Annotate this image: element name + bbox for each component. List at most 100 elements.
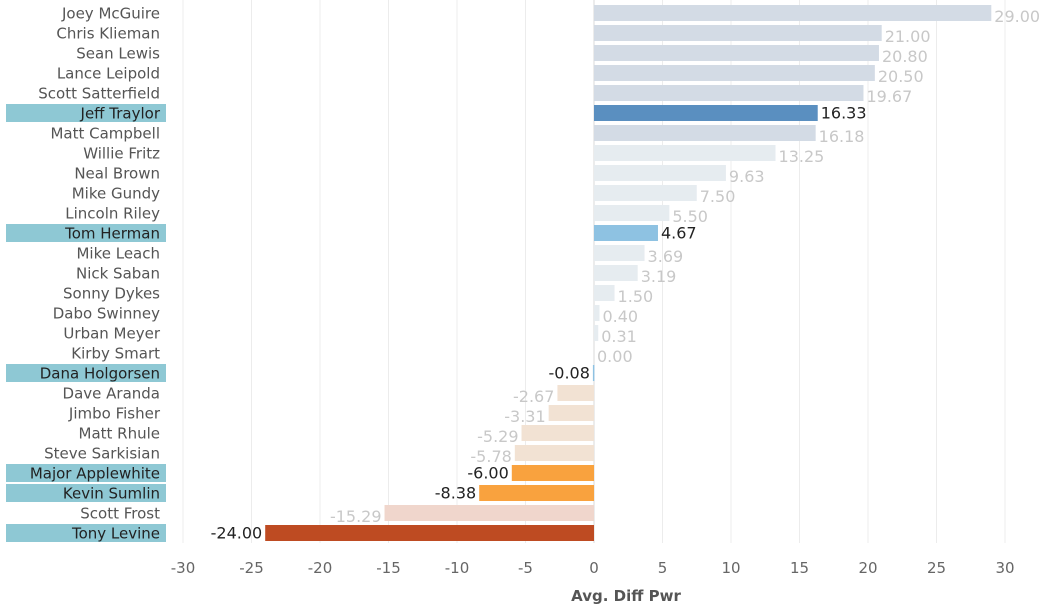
value-label-chris-klieman: 21.00 xyxy=(885,27,931,46)
bar-scott-frost xyxy=(384,505,594,521)
category-label-mike-gundy: Mike Gundy xyxy=(72,185,160,203)
value-label-lincoln-riley: 5.50 xyxy=(672,207,708,226)
x-axis-ticks: -30 -25 -20 -15 -10 -5 0 5 10 15 20 25 30 xyxy=(171,559,1015,577)
value-label-matt-campbell: 16.18 xyxy=(819,127,865,146)
value-label-scott-satterfield: 19.67 xyxy=(866,87,912,106)
value-label-tom-herman: 4.67 xyxy=(661,224,697,243)
category-label-dana-holgorsen: Dana Holgorsen xyxy=(40,365,160,383)
value-label-neal-brown: 9.63 xyxy=(729,167,765,186)
x-tick-label: -20 xyxy=(308,559,333,577)
x-axis-title: Avg. Diff Pwr xyxy=(571,587,681,605)
bar-major-applewhite xyxy=(511,465,594,481)
highlight-label-bg xyxy=(6,464,166,482)
category-label-scott-frost: Scott Frost xyxy=(80,505,160,523)
x-tick-label: 25 xyxy=(927,559,946,577)
category-labels: Joey McGuire Chris Klieman Sean Lewis Lance… xyxy=(6,5,166,543)
bar-chris-klieman xyxy=(594,25,882,41)
bar-sonny-dykes xyxy=(594,285,615,301)
category-label-willie-fritz: Willie Fritz xyxy=(83,145,160,163)
value-label-kevin-sumlin: -8.38 xyxy=(435,484,476,503)
bar-lincoln-riley xyxy=(594,205,670,221)
highlight-label-bg xyxy=(6,224,166,242)
category-label-chris-klieman: Chris Klieman xyxy=(56,25,160,43)
category-label-mike-leach: Mike Leach xyxy=(76,245,160,263)
category-label-jeff-traylor: Jeff Traylor xyxy=(80,105,161,123)
value-label-nick-saban: 3.19 xyxy=(641,267,677,286)
value-label-dabo-swinney: 0.40 xyxy=(602,307,638,326)
value-label-lance-leipold: 20.50 xyxy=(878,67,924,86)
bar-dabo-swinney xyxy=(594,305,600,321)
bar-tony-levine xyxy=(265,525,594,541)
bar-steve-sarkisian xyxy=(514,445,594,461)
category-label-sonny-dykes: Sonny Dykes xyxy=(63,285,160,303)
highlight-label-bg xyxy=(6,524,166,542)
highlight-label-bg xyxy=(6,364,166,382)
category-label-dabo-swinney: Dabo Swinney xyxy=(53,305,160,323)
value-label-mike-leach: 3.69 xyxy=(648,247,684,266)
highlight-label-bg xyxy=(6,104,166,122)
bar-kevin-sumlin xyxy=(479,485,594,501)
bar-scott-satterfield xyxy=(594,85,864,101)
x-tick-label: -10 xyxy=(445,559,470,577)
bar-dana-holgorsen xyxy=(592,365,595,381)
x-tick-label: 5 xyxy=(658,559,668,577)
category-label-tony-levine: Tony Levine xyxy=(71,525,160,543)
category-label-jimbo-fisher: Jimbo Fisher xyxy=(68,405,161,423)
category-label-steve-sarkisian: Steve Sarkisian xyxy=(44,445,160,463)
category-label-sean-lewis: Sean Lewis xyxy=(76,45,160,63)
value-label-joey-mcguire: 29.00 xyxy=(994,7,1040,26)
category-label-kirby-smart: Kirby Smart xyxy=(71,345,160,363)
bar-urban-meyer xyxy=(594,325,599,341)
bar-jeff-traylor xyxy=(594,105,818,121)
category-label-neal-brown: Neal Brown xyxy=(74,165,160,183)
value-label-willie-fritz: 13.25 xyxy=(779,147,825,166)
x-tick-label: 0 xyxy=(589,559,599,577)
category-label-lance-leipold: Lance Leipold xyxy=(57,65,160,83)
gridlines xyxy=(182,0,1006,543)
value-label-steve-sarkisian: -5.78 xyxy=(470,447,511,466)
category-label-dave-aranda: Dave Aranda xyxy=(63,385,160,403)
category-label-joey-mcguire: Joey McGuire xyxy=(61,5,160,23)
bar-lance-leipold xyxy=(594,65,875,81)
bar-dave-aranda xyxy=(557,385,594,401)
x-tick-label: -25 xyxy=(239,559,264,577)
highlight-label-bg xyxy=(6,484,166,502)
bar-tom-herman xyxy=(594,225,658,241)
bar-jimbo-fisher xyxy=(548,405,594,421)
bar-joey-mcguire xyxy=(594,5,992,21)
value-label-scott-frost: -15.29 xyxy=(330,507,382,526)
value-label-mike-gundy: 7.50 xyxy=(700,187,736,206)
x-tick-label: 15 xyxy=(790,559,809,577)
category-label-lincoln-riley: Lincoln Riley xyxy=(65,205,160,223)
value-label-sean-lewis: 20.80 xyxy=(882,47,928,66)
category-label-matt-campbell: Matt Campbell xyxy=(50,125,160,143)
category-label-tom-herman: Tom Herman xyxy=(64,225,160,243)
x-tick-label: -15 xyxy=(376,559,401,577)
x-tick-label: -30 xyxy=(171,559,196,577)
bar-mike-leach xyxy=(594,245,645,261)
x-tick-label: 30 xyxy=(995,559,1014,577)
category-label-major-applewhite: Major Applewhite xyxy=(30,465,160,483)
value-label-jimbo-fisher: -3.31 xyxy=(504,407,545,426)
value-label-sonny-dykes: 1.50 xyxy=(618,287,654,306)
category-label-nick-saban: Nick Saban xyxy=(76,265,160,283)
value-label-matt-rhule: -5.29 xyxy=(477,427,518,446)
value-label-major-applewhite: -6.00 xyxy=(467,464,508,483)
bars xyxy=(265,5,992,541)
category-label-kevin-sumlin: Kevin Sumlin xyxy=(63,485,160,503)
bar-willie-fritz xyxy=(594,145,776,161)
category-label-urban-meyer: Urban Meyer xyxy=(63,325,160,343)
x-tick-label: 10 xyxy=(721,559,740,577)
bar-mike-gundy xyxy=(594,185,697,201)
bar-nick-saban xyxy=(594,265,638,281)
x-tick-label: -5 xyxy=(518,559,533,577)
value-label-kirby-smart: 0.00 xyxy=(597,347,633,366)
x-tick-label: 20 xyxy=(858,559,877,577)
bar-matt-campbell xyxy=(594,125,816,141)
value-label-urban-meyer: 0.31 xyxy=(601,327,637,346)
bar-matt-rhule xyxy=(521,425,594,441)
value-label-dave-aranda: -2.67 xyxy=(513,387,554,406)
category-label-matt-rhule: Matt Rhule xyxy=(79,425,161,443)
category-label-scott-satterfield: Scott Satterfield xyxy=(38,85,160,103)
